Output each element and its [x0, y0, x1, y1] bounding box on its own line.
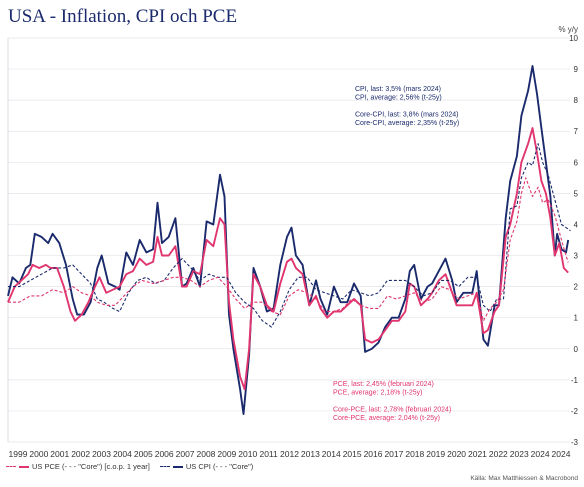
series-line-core-pce [8, 177, 569, 322]
series-layer [7, 65, 571, 415]
legend-label-cpi: US CPI (- - - "Core") [185, 462, 254, 471]
annotation-line: CPI, average: 2,56% (t-25y) [355, 95, 442, 102]
x-tick-label: 2006 [155, 449, 174, 459]
y-tick-label: -3 [571, 438, 579, 447]
y-tick-label: 1 [574, 314, 579, 323]
annotation-line: Core-CPI, average: 2,35% (t-25y) [355, 120, 459, 127]
x-tick-label: 2013 [301, 449, 320, 459]
series-line-pce [7, 127, 569, 391]
y-tick-label: 0 [574, 345, 579, 354]
x-tick-label: 2022 [489, 449, 508, 459]
y-tick-label: 7 [574, 127, 579, 136]
y-tick-label: 5 [574, 189, 579, 198]
legend-label-pce: US PCE (- - - "Core") [c.o.p. 1 year] [32, 462, 150, 471]
annotation-line: Core-PCE, last: 2,78% (februari 2024) [333, 407, 451, 414]
annotation-line: PCE, last: 2,45% (februari 2024) [333, 381, 434, 388]
x-tick-label: 2014 [322, 449, 341, 459]
x-tick-label: 2024 [531, 449, 550, 459]
legend-swatch-core-cpi [159, 466, 170, 467]
y-tick-label: 9 [574, 65, 579, 74]
x-axis-ticks: 1999 2000 2001 2002 2003 2004 2005 2006 2007 2008… [9, 449, 571, 459]
y-tick-label: 8 [574, 96, 579, 105]
legend: US PCE (- - - "Core") [c.o.p. 1 year] US… [6, 462, 253, 471]
x-tick-label: 2001 [50, 449, 69, 459]
y-axis-ticks: -3 -2 -1 0 1 2 3 4 5 6 7 8 9 10 [569, 34, 578, 447]
x-tick-label: 2010 [238, 449, 257, 459]
y-tick-label: -2 [571, 407, 579, 416]
annotation-line: Core-PCE, average: 2,04% (t-25y) [333, 415, 440, 422]
x-tick-label: 2021 [468, 449, 487, 459]
x-tick-label: 2019 [426, 449, 445, 459]
series-line-core-cpi [8, 143, 571, 328]
y-tick-label: 4 [574, 220, 579, 229]
source-note: Källa: Max Matthiessen & Macrobond [470, 475, 578, 482]
x-tick-label: 2018 [405, 449, 424, 459]
x-tick-label: 2011 [259, 449, 278, 459]
legend-item-pce: US PCE (- - - "Core") [c.o.p. 1 year] [6, 462, 150, 471]
annotation-line: PCE, average: 2,18% (t-25y) [333, 390, 423, 397]
x-tick-label: 2020 [447, 449, 466, 459]
legend-swatch-cpi [172, 465, 183, 468]
x-tick-label: 2003 [92, 449, 111, 459]
legend-item-cpi: US CPI (- - - "Core") [159, 462, 254, 471]
y-tick-label: 2 [574, 283, 579, 292]
x-tick-label: 2005 [134, 449, 153, 459]
x-tick-label: 2002 [71, 449, 90, 459]
pce-annotation: PCE, last: 2,45% (februari 2024) PCE, ave… [333, 381, 451, 422]
y-axis-unit: % y/y [558, 25, 578, 34]
x-tick-label: 1999 [9, 449, 28, 459]
x-tick-label: 2023 [510, 449, 529, 459]
y-tick-label: -1 [571, 376, 579, 385]
chart-title: USA - Inflation, CPI och PCE [8, 6, 238, 27]
x-tick-label: 2024 [552, 449, 571, 459]
x-tick-label: 2004 [113, 449, 132, 459]
cpi-annotation: CPI, last: 3,5% (mars 2024) CPI, average:… [355, 86, 459, 127]
x-tick-label: 2008 [197, 449, 216, 459]
gridlines [7, 37, 570, 443]
annotation-line: CPI, last: 3,5% (mars 2024) [355, 86, 441, 93]
series-line-cpi [7, 65, 570, 415]
y-tick-label: 10 [569, 34, 578, 43]
y-tick-label: 3 [574, 252, 579, 261]
y-tick-label: 6 [574, 158, 579, 167]
x-tick-label: 2000 [29, 449, 48, 459]
x-tick-label: 2016 [364, 449, 383, 459]
annotation-line: Core-CPI, last: 3,8% (mars 2024) [355, 112, 458, 119]
x-tick-label: 2017 [384, 449, 403, 459]
x-tick-label: 2015 [343, 449, 362, 459]
x-tick-label: 2009 [217, 449, 236, 459]
x-tick-label: 2012 [280, 449, 299, 459]
x-tick-label: 2007 [176, 449, 195, 459]
legend-swatch-core-pce [6, 466, 16, 467]
legend-swatch-pce [19, 465, 29, 468]
